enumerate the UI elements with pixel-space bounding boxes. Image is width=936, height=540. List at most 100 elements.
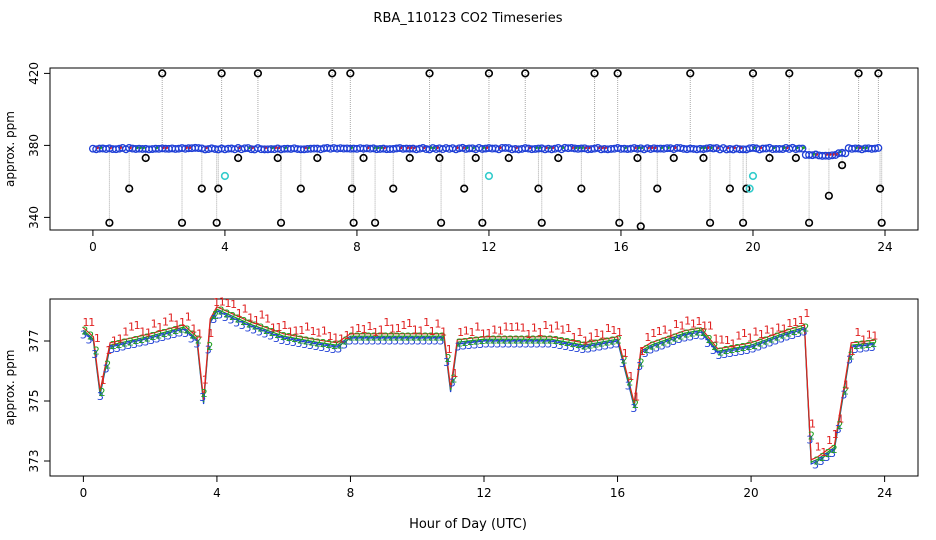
series-2-marker: 2: [127, 335, 134, 348]
outlier-point: [276, 218, 286, 227]
outlier-point: [804, 218, 814, 227]
outlier-point: [686, 69, 695, 78]
outlier-point: [273, 153, 282, 163]
outlier-point: [633, 153, 642, 163]
series-2-marker: 2: [502, 334, 509, 347]
series-2-marker: 2: [365, 331, 372, 344]
outlier-point: [738, 218, 748, 227]
outlier-point: [197, 184, 206, 193]
series-2-marker: 2: [337, 338, 344, 351]
series-1-marker: 1: [253, 314, 260, 327]
top-x-tick-label: 24: [877, 240, 892, 254]
series-2-marker: 2: [802, 322, 809, 335]
series-3-marker: 3: [630, 402, 637, 415]
series-2-marker: 2: [575, 338, 582, 351]
series-2-marker: 2: [87, 330, 94, 343]
series-1-marker: 1: [781, 322, 788, 335]
series-2-marker: 2: [865, 338, 872, 351]
series-3-marker: 3: [210, 313, 217, 326]
series-2-marker: 2: [536, 334, 543, 347]
series-1-marker: 1: [400, 319, 407, 332]
series-2-marker: 2: [235, 312, 242, 325]
series-3-marker: 3: [579, 343, 586, 356]
series-1-marker: 1: [673, 318, 680, 331]
series-1-marker: 1: [412, 324, 419, 337]
series-1-marker: 1: [559, 324, 566, 337]
series-3-marker: 3: [108, 343, 115, 356]
series-3-marker: 3: [432, 334, 439, 347]
series-3-marker: 3: [460, 340, 467, 353]
series-3-marker: 3: [352, 334, 359, 347]
series-3-marker: 3: [398, 334, 405, 347]
outlier-point: [699, 153, 708, 163]
series-1-marker: 1: [202, 374, 209, 387]
outlier-point: [234, 153, 243, 163]
series-3-marker: 3: [840, 388, 847, 401]
bottom-y-axis-label: approx. ppm: [3, 350, 17, 426]
top-y-axis-label: approx. ppm: [3, 111, 17, 187]
series-3-marker: 3: [279, 334, 286, 347]
series-2-marker: 2: [763, 335, 770, 348]
series-2-marker: 2: [598, 337, 605, 350]
series-2-marker: 2: [797, 323, 804, 336]
outlier-point: [554, 153, 563, 163]
outlier-point: [613, 69, 622, 78]
series-2-marker: 2: [626, 376, 633, 389]
series-3-marker: 3: [120, 340, 127, 353]
series-1-marker: 1: [520, 322, 527, 335]
series-2-marker: 2: [439, 331, 446, 344]
series-2-marker: 2: [110, 339, 117, 352]
series-1-marker: 1: [832, 428, 839, 441]
baseline-point: [838, 148, 847, 157]
series-1-marker: 1: [650, 327, 657, 340]
baseline-point: [798, 144, 807, 153]
series-1-marker: 1: [338, 333, 345, 346]
outlier-point: [877, 218, 886, 227]
series-1-marker: 1: [588, 331, 595, 344]
outlier-point: [389, 184, 398, 193]
series-3-marker: 3: [91, 348, 98, 361]
series-3-marker: 3: [403, 334, 410, 347]
series-1-marker: 1: [463, 325, 470, 338]
series-2-marker: 2: [513, 334, 520, 347]
series-1-marker: 1: [571, 331, 578, 344]
series-3-marker: 3: [489, 337, 496, 350]
series-2-marker: 2: [723, 344, 730, 357]
series-1-marker: 1: [537, 326, 544, 339]
series-2-marker: 2: [700, 326, 707, 339]
series-2-marker: 2: [490, 334, 497, 347]
outlier-point: [370, 218, 380, 227]
series-3-marker: 3: [534, 337, 541, 350]
series-3-marker: 3: [591, 342, 598, 355]
series-1-marker: 1: [724, 334, 731, 347]
series-3-marker: 3: [216, 309, 223, 322]
series-2-marker: 2: [167, 326, 174, 339]
series-3-marker: 3: [846, 354, 853, 367]
series-2-marker: 2: [757, 337, 764, 350]
series-3-marker: 3: [784, 331, 791, 344]
series-2-marker: 2: [870, 337, 877, 350]
series-3-marker: 3: [182, 327, 189, 340]
series-1-marker: 1: [605, 322, 612, 335]
outlier-point: [577, 184, 586, 193]
series-2-marker: 2: [456, 336, 463, 349]
series-2-marker: 2: [638, 356, 645, 369]
cyan-point: [484, 171, 494, 181]
series-1-marker: 1: [792, 316, 799, 329]
series-3-marker: 3: [506, 337, 513, 350]
series-1-marker: 1: [758, 328, 765, 341]
series-3-marker: 3: [687, 330, 694, 343]
series-3-marker: 3: [250, 324, 257, 337]
series-2-marker: 2: [604, 336, 611, 349]
series-2-marker: 2: [632, 398, 639, 411]
series-2-marker: 2: [649, 340, 656, 353]
series-3-marker: 3: [778, 332, 785, 345]
outlier-point: [742, 184, 751, 193]
top-x-tick-label: 12: [481, 240, 496, 254]
series-3-marker: 3: [767, 337, 774, 350]
series-1-marker: 1: [542, 319, 549, 332]
series-3-marker: 3: [812, 458, 819, 471]
series-1-marker: 1: [468, 326, 475, 339]
bottom-y-tick-label: 377: [27, 330, 41, 353]
series-2-marker: 2: [201, 387, 208, 400]
